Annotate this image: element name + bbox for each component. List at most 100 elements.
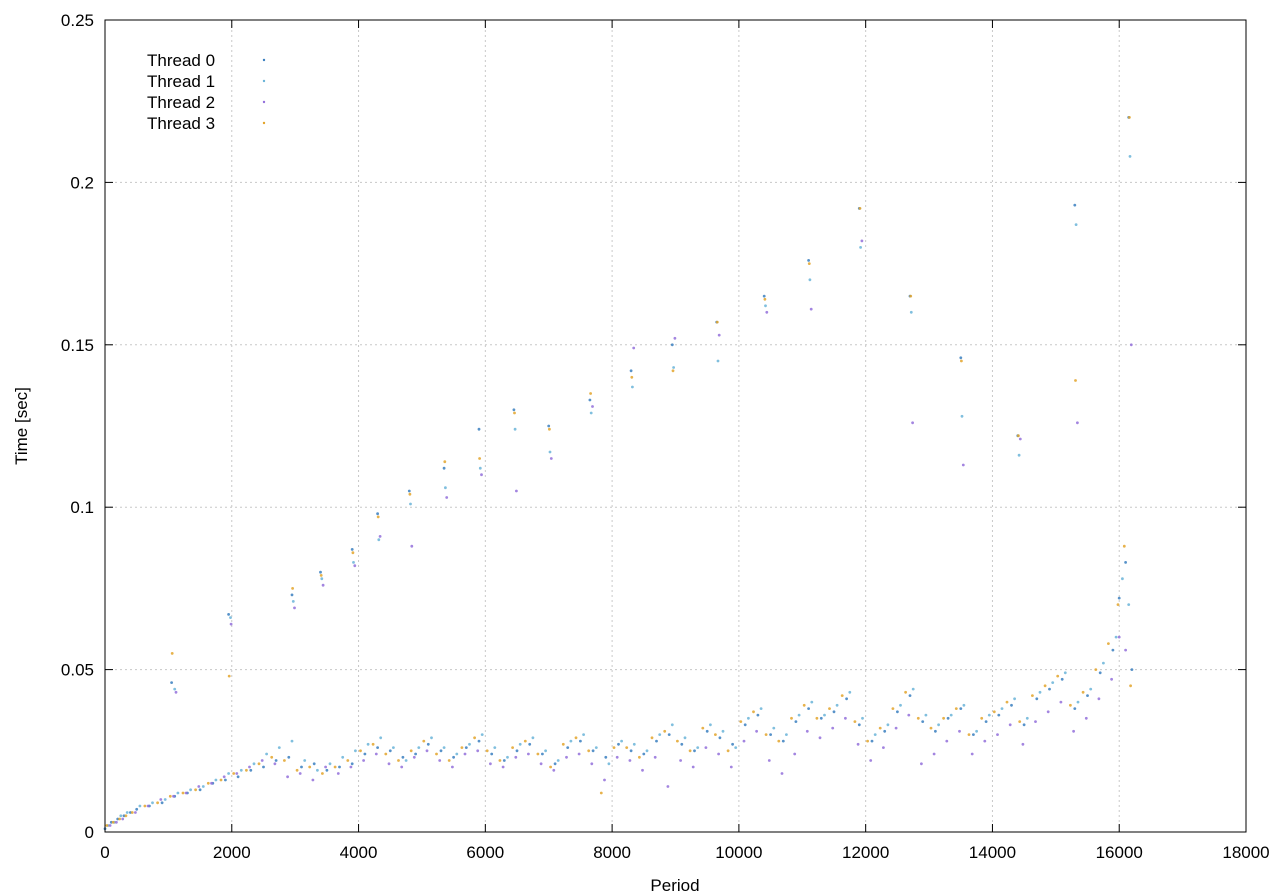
- data-point: [878, 726, 882, 730]
- data-point: [1122, 544, 1126, 548]
- data-point: [1116, 603, 1120, 606]
- data-point: [642, 752, 646, 756]
- data-point: [632, 346, 636, 350]
- data-point: [442, 746, 446, 749]
- data-point: [515, 489, 518, 493]
- data-point: [840, 694, 844, 697]
- data-point: [717, 752, 720, 756]
- data-point: [781, 739, 785, 743]
- data-point: [401, 755, 405, 759]
- data-point: [705, 729, 709, 733]
- data-point: [451, 765, 454, 769]
- data-point: [274, 759, 278, 762]
- data-point: [1072, 729, 1075, 733]
- data-point: [629, 369, 633, 373]
- x-tick-label: 16000: [1096, 843, 1143, 862]
- data-point: [911, 687, 915, 691]
- data-point: [1086, 694, 1089, 697]
- data-point: [628, 759, 632, 762]
- data-point: [409, 749, 413, 753]
- data-point: [277, 746, 281, 749]
- data-point: [672, 366, 675, 369]
- data-point: [959, 356, 963, 360]
- data-point: [252, 762, 256, 766]
- data-point: [210, 781, 213, 785]
- legend-marker: [262, 58, 266, 62]
- data-point: [502, 759, 506, 762]
- data-point: [810, 700, 814, 704]
- data-point: [303, 759, 307, 762]
- data-point: [715, 320, 719, 324]
- data-point: [1022, 723, 1026, 727]
- data-point: [477, 427, 481, 431]
- data-point: [286, 775, 289, 779]
- legend-label: Thread 0: [147, 51, 215, 70]
- data-point: [1010, 703, 1013, 707]
- data-point: [731, 742, 734, 746]
- data-point: [1076, 700, 1080, 704]
- data-point: [455, 752, 459, 756]
- data-point: [911, 421, 914, 425]
- data-point: [352, 561, 355, 564]
- data-point: [673, 336, 677, 340]
- data-point: [493, 746, 497, 749]
- series-3-points: [105, 116, 1132, 827]
- data-point: [1074, 379, 1077, 382]
- data-point: [785, 733, 788, 736]
- data-point: [513, 411, 516, 415]
- data-point: [714, 733, 717, 736]
- data-point: [295, 768, 299, 772]
- data-point: [793, 752, 797, 756]
- data-point: [853, 720, 857, 723]
- data-point: [460, 746, 464, 749]
- data-point: [1046, 710, 1050, 714]
- data-point: [515, 749, 519, 753]
- data-point: [336, 772, 340, 775]
- data-point: [1076, 421, 1079, 425]
- y-tick-labels: 0 0.05 0.1 0.15 0.2 0.25: [61, 11, 94, 842]
- data-point: [514, 755, 518, 759]
- data-point: [769, 733, 772, 736]
- data-point: [591, 749, 595, 753]
- data-point: [181, 791, 185, 795]
- data-point: [146, 804, 150, 808]
- data-point: [663, 729, 667, 733]
- data-point: [1005, 700, 1009, 704]
- data-point: [227, 613, 231, 616]
- data-point: [1025, 716, 1029, 720]
- data-point: [916, 716, 920, 720]
- data-point: [444, 486, 447, 490]
- data-point: [909, 294, 913, 298]
- data-point: [960, 414, 964, 418]
- legend-label: Thread 3: [147, 114, 215, 133]
- data-point: [138, 804, 142, 808]
- data-point: [1111, 648, 1115, 652]
- data-point: [701, 726, 705, 730]
- data-point: [388, 749, 392, 753]
- data-point: [1074, 223, 1078, 227]
- data-point: [828, 707, 831, 710]
- data-point: [831, 726, 835, 730]
- data-point: [544, 749, 547, 753]
- data-point: [338, 765, 341, 769]
- data-point: [1130, 668, 1134, 671]
- data-point: [1017, 453, 1021, 457]
- data-point: [439, 749, 443, 753]
- data-point: [377, 538, 381, 542]
- data-point: [676, 739, 679, 743]
- x-tick-label: 4000: [340, 843, 378, 862]
- data-point: [645, 749, 649, 753]
- data-point: [588, 398, 592, 402]
- data-point: [899, 703, 902, 707]
- data-point: [362, 759, 365, 762]
- data-point: [354, 749, 357, 753]
- data-point: [404, 759, 408, 762]
- data-point: [350, 548, 354, 551]
- data-point: [1056, 674, 1060, 678]
- data-point: [308, 765, 312, 769]
- data-point: [859, 246, 862, 249]
- data-point: [921, 720, 925, 723]
- data-point: [1129, 343, 1133, 347]
- data-point: [206, 781, 210, 785]
- data-point: [447, 759, 451, 762]
